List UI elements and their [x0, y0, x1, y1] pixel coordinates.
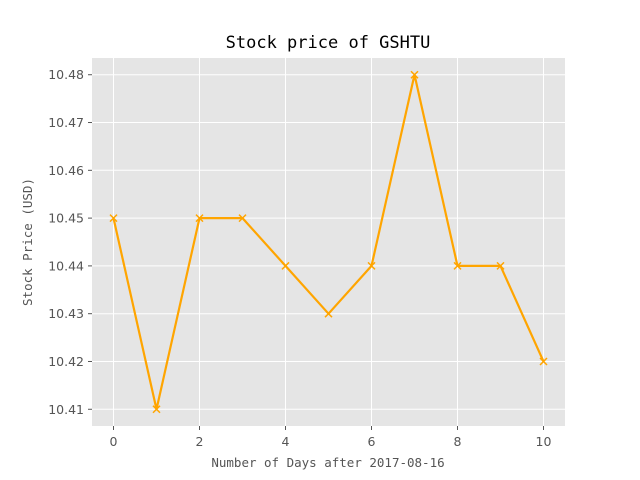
y-tick-label: 10.42: [48, 354, 84, 369]
y-tick-label: 10.41: [48, 402, 84, 417]
data-point-marker: [238, 214, 247, 223]
data-point-marker: [281, 261, 290, 270]
data-point-marker: [109, 214, 118, 223]
x-tick-label: 10: [536, 434, 552, 449]
data-point-marker: [152, 405, 161, 414]
data-point-marker: [539, 357, 548, 366]
x-axis-ticks: 0 2 4 6 8 10: [110, 426, 552, 449]
y-tick-label: 10.44: [48, 258, 84, 273]
data-point-marker: [453, 261, 462, 270]
data-point-marker: [324, 309, 333, 318]
x-tick-label: 0: [110, 434, 118, 449]
x-tick-label: 2: [196, 434, 204, 449]
x-axis-label: Number of Days after 2017-08-16: [211, 455, 444, 470]
y-tick-label: 10.47: [48, 115, 84, 130]
y-tick-label: 10.46: [48, 163, 84, 178]
y-tick-label: 10.43: [48, 306, 84, 321]
y-axis-label: Stock Price (USD): [20, 178, 35, 306]
x-tick-label: 6: [368, 434, 376, 449]
y-axis-ticks: 10.41 10.42 10.43 10.44 10.45 10.46 10.47 10.48: [48, 67, 92, 417]
y-tick-label: 10.48: [48, 67, 84, 82]
plot-area: [92, 58, 565, 426]
y-tick-label: 10.45: [48, 211, 84, 226]
data-point-marker: [367, 261, 376, 270]
data-point-marker: [410, 70, 419, 79]
data-point-marker: [496, 261, 505, 270]
x-tick-label: 8: [454, 434, 462, 449]
x-tick-label: 4: [282, 434, 290, 449]
series-group: [109, 70, 548, 414]
chart-title: Stock price of GSHTU: [226, 33, 431, 53]
data-point-marker: [195, 214, 204, 223]
